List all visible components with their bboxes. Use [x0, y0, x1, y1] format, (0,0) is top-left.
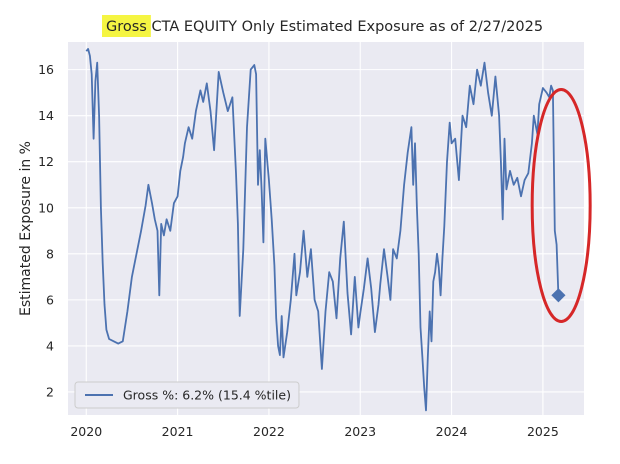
title-rest: CTA EQUITY Only Estimated Exposure as of… [147, 19, 543, 35]
legend-entry: Gross %: 6.2% (15.4 %tile) [123, 388, 291, 403]
series-line-gross [85, 48, 560, 412]
title-text: Gross CTA EQUITY Only Estimated Exposure… [106, 19, 543, 35]
y-axis-label: Estimated Exposure in % [18, 141, 34, 316]
y-tick-label: 2 [46, 384, 54, 399]
title-highlight-word: Gross [106, 19, 147, 35]
x-tick-label: 2020 [70, 424, 102, 439]
plot-area [68, 42, 584, 415]
x-tick-label: 2023 [344, 424, 376, 439]
x-tick-label: 2025 [527, 424, 559, 439]
y-tick-label: 10 [38, 200, 54, 215]
x-tick-labels: 2020 2021 2022 2023 2024 2025 [70, 424, 558, 439]
legend: Gross %: 6.2% (15.4 %tile) [74, 381, 300, 409]
x-tick-label: 2024 [436, 424, 468, 439]
y-tick-label: 16 [38, 62, 54, 77]
last-point-marker [551, 288, 566, 303]
y-tick-labels: 2 4 6 8 10 12 14 16 [38, 62, 54, 399]
chart-title: Gross CTA EQUITY Only Estimated Exposure… [102, 15, 543, 37]
x-tick-label: 2021 [162, 424, 194, 439]
series-layer [85, 48, 560, 412]
y-tick-label: 4 [46, 338, 54, 353]
title-highlight [102, 15, 151, 37]
highlight-ellipse [530, 87, 592, 323]
x-tick-label: 2022 [253, 424, 285, 439]
y-tick-label: 8 [46, 246, 54, 261]
legend-box [74, 381, 300, 409]
y-tick-label: 12 [38, 154, 54, 169]
annotation-layer [530, 87, 592, 323]
y-tick-label: 14 [38, 108, 54, 123]
y-tick-label: 6 [46, 292, 54, 307]
